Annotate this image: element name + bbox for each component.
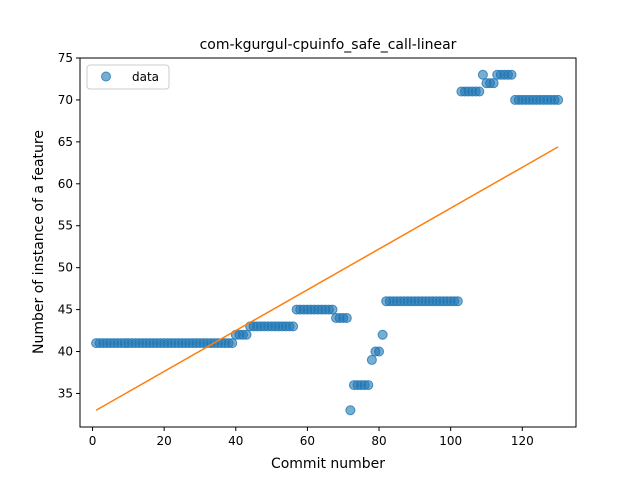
- y-tick-label: 40: [58, 345, 73, 359]
- data-point: [366, 354, 377, 365]
- data-point: [488, 78, 499, 89]
- y-axis-label: Number of instance of a feature: [31, 130, 47, 354]
- data-point: [452, 296, 463, 307]
- x-tick-label: 20: [157, 434, 172, 448]
- y-axis-ticks: 35 40 45 50 55 60 65 70 75: [58, 51, 80, 400]
- legend-marker-data: [101, 71, 111, 82]
- data-point: [363, 380, 374, 391]
- y-tick-label: 75: [58, 51, 73, 65]
- x-tick-label: 40: [228, 434, 243, 448]
- y-tick-label: 70: [58, 93, 73, 107]
- y-tick-label: 35: [58, 386, 73, 400]
- plot-area: [80, 58, 576, 427]
- y-tick-label: 50: [58, 261, 73, 275]
- data-point: [377, 329, 388, 340]
- axes-frame: [79, 57, 577, 428]
- data-point: [553, 94, 564, 105]
- linear-fit-line: [95, 146, 559, 411]
- data-point: [477, 69, 488, 80]
- axes-spines: [79, 57, 577, 428]
- x-tick-label: 60: [300, 434, 315, 448]
- x-tick-label: 120: [511, 434, 534, 448]
- chart-title: com-kgurgul-cpuinfo_safe_call-linear: [200, 37, 457, 53]
- data-point: [327, 304, 338, 315]
- data-point: [288, 321, 299, 332]
- legend: data: [86, 64, 170, 90]
- y-tick-label: 55: [58, 219, 73, 233]
- x-tick-label: 100: [439, 434, 462, 448]
- legend-label-data: data: [132, 70, 159, 84]
- data-point: [374, 346, 385, 357]
- x-axis-ticks: 0 20 40 60 80 100 120: [89, 427, 534, 448]
- y-tick-label: 60: [58, 177, 73, 191]
- data-point: [341, 312, 352, 323]
- x-axis-label: Commit number: [271, 456, 385, 472]
- data-point: [227, 338, 238, 349]
- data-point: [506, 69, 517, 80]
- legend-frame: [86, 64, 170, 90]
- x-tick-label: 80: [371, 434, 386, 448]
- y-tick-label: 45: [58, 303, 73, 317]
- series-layer: [91, 69, 564, 416]
- data-point: [241, 329, 252, 340]
- y-tick-label: 65: [58, 135, 73, 149]
- x-tick-label: 0: [89, 434, 97, 448]
- data-point: [345, 405, 356, 416]
- axes-background: [80, 58, 576, 427]
- data-point: [474, 86, 485, 97]
